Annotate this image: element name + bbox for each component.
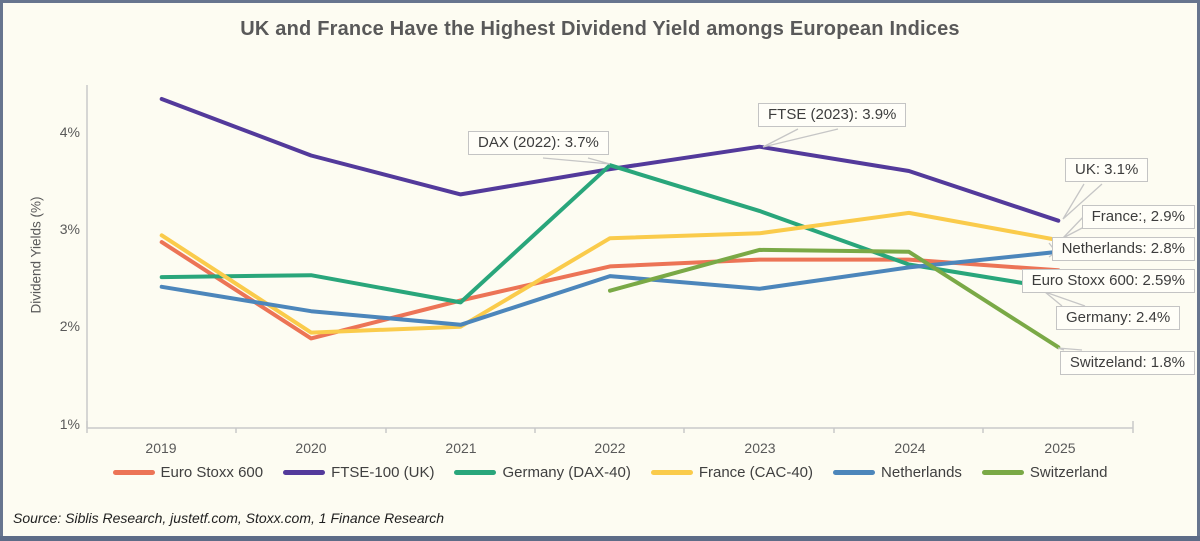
legend-swatch-france-cac-40 bbox=[650, 470, 693, 475]
annotation-ftse-2023: FTSE (2023): 3.9% bbox=[758, 103, 907, 127]
series-line-france-cac-40- bbox=[159, 210, 1061, 335]
y-tick-label: 4% bbox=[59, 124, 80, 140]
y-tick-label: 3% bbox=[59, 221, 80, 237]
source-citation: Source: Siblis Research, justetf.com, St… bbox=[13, 510, 445, 526]
y-tick-label: 2% bbox=[59, 318, 80, 334]
annotation-switzerland: Switzeland: 1.8% bbox=[1059, 351, 1195, 375]
annotation-france: France:, 2.9% bbox=[1081, 205, 1195, 229]
legend-label: France (CAC-40) bbox=[698, 464, 814, 481]
x-tick-label: 2024 bbox=[894, 440, 926, 456]
annotation-euro-stoxx-600: Euro Stoxx 600: 2.59% bbox=[1021, 269, 1195, 293]
chart-title: UK and France Have the Highest Dividend … bbox=[240, 18, 960, 40]
series-line-netherlands bbox=[159, 249, 1061, 327]
legend-label: Germany (DAX-40) bbox=[502, 464, 631, 481]
series-line-euro-stoxx-600 bbox=[159, 240, 1061, 341]
legend-swatch-netherlands bbox=[833, 470, 876, 475]
legend-swatch-switzerland bbox=[981, 470, 1024, 475]
legend-label: Switzerland bbox=[1029, 464, 1108, 481]
frame-border-bottom bbox=[0, 536, 1200, 541]
legend-swatch-ftse-100-uk bbox=[283, 470, 326, 475]
legend-swatch-euro-stoxx-600 bbox=[112, 470, 155, 475]
x-tick-label: 2021 bbox=[445, 440, 477, 456]
series-line-switzerland bbox=[608, 247, 1061, 350]
frame-border-left bbox=[0, 0, 3, 541]
series-lines bbox=[159, 97, 1061, 350]
legend-item-france-cac-40: France (CAC-40) bbox=[650, 464, 814, 481]
legend-item-euro-stoxx-600: Euro Stoxx 600 bbox=[112, 464, 264, 481]
chart-legend: Euro Stoxx 600 FTSE-100 (UK) Germany (DA… bbox=[87, 464, 1133, 481]
annotation-dax-2022: DAX (2022): 3.7% bbox=[468, 131, 609, 155]
series-line-germany-dax-40- bbox=[159, 163, 1061, 305]
legend-item-germany-dax-40: Germany (DAX-40) bbox=[454, 464, 631, 481]
x-tick-label: 2022 bbox=[594, 440, 626, 456]
annotation-netherlands: Netherlands: 2.8% bbox=[1051, 237, 1195, 261]
legend-item-netherlands: Netherlands bbox=[833, 464, 962, 481]
legend-item-ftse-100-uk: FTSE-100 (UK) bbox=[283, 464, 434, 481]
frame-border-right bbox=[1197, 0, 1200, 541]
legend-label: FTSE-100 (UK) bbox=[331, 464, 435, 481]
axes bbox=[86, 85, 1134, 433]
annotation-uk: UK: 3.1% bbox=[1065, 158, 1149, 182]
annotation-germany: Germany: 2.4% bbox=[1056, 306, 1181, 330]
legend-label: Euro Stoxx 600 bbox=[160, 464, 264, 481]
x-tick-label: 2023 bbox=[744, 440, 776, 456]
x-tick-label: 2019 bbox=[145, 440, 177, 456]
legend-item-switzerland: Switzerland bbox=[981, 464, 1108, 481]
frame-border-top bbox=[0, 0, 1200, 3]
x-tick-label: 2020 bbox=[295, 440, 327, 456]
x-tick-label: 2025 bbox=[1044, 440, 1076, 456]
legend-label: Netherlands bbox=[881, 464, 962, 481]
series-line-ftse-100-uk- bbox=[159, 97, 1061, 223]
legend-swatch-germany-dax-40 bbox=[454, 470, 497, 475]
y-tick-label: 1% bbox=[59, 416, 80, 432]
